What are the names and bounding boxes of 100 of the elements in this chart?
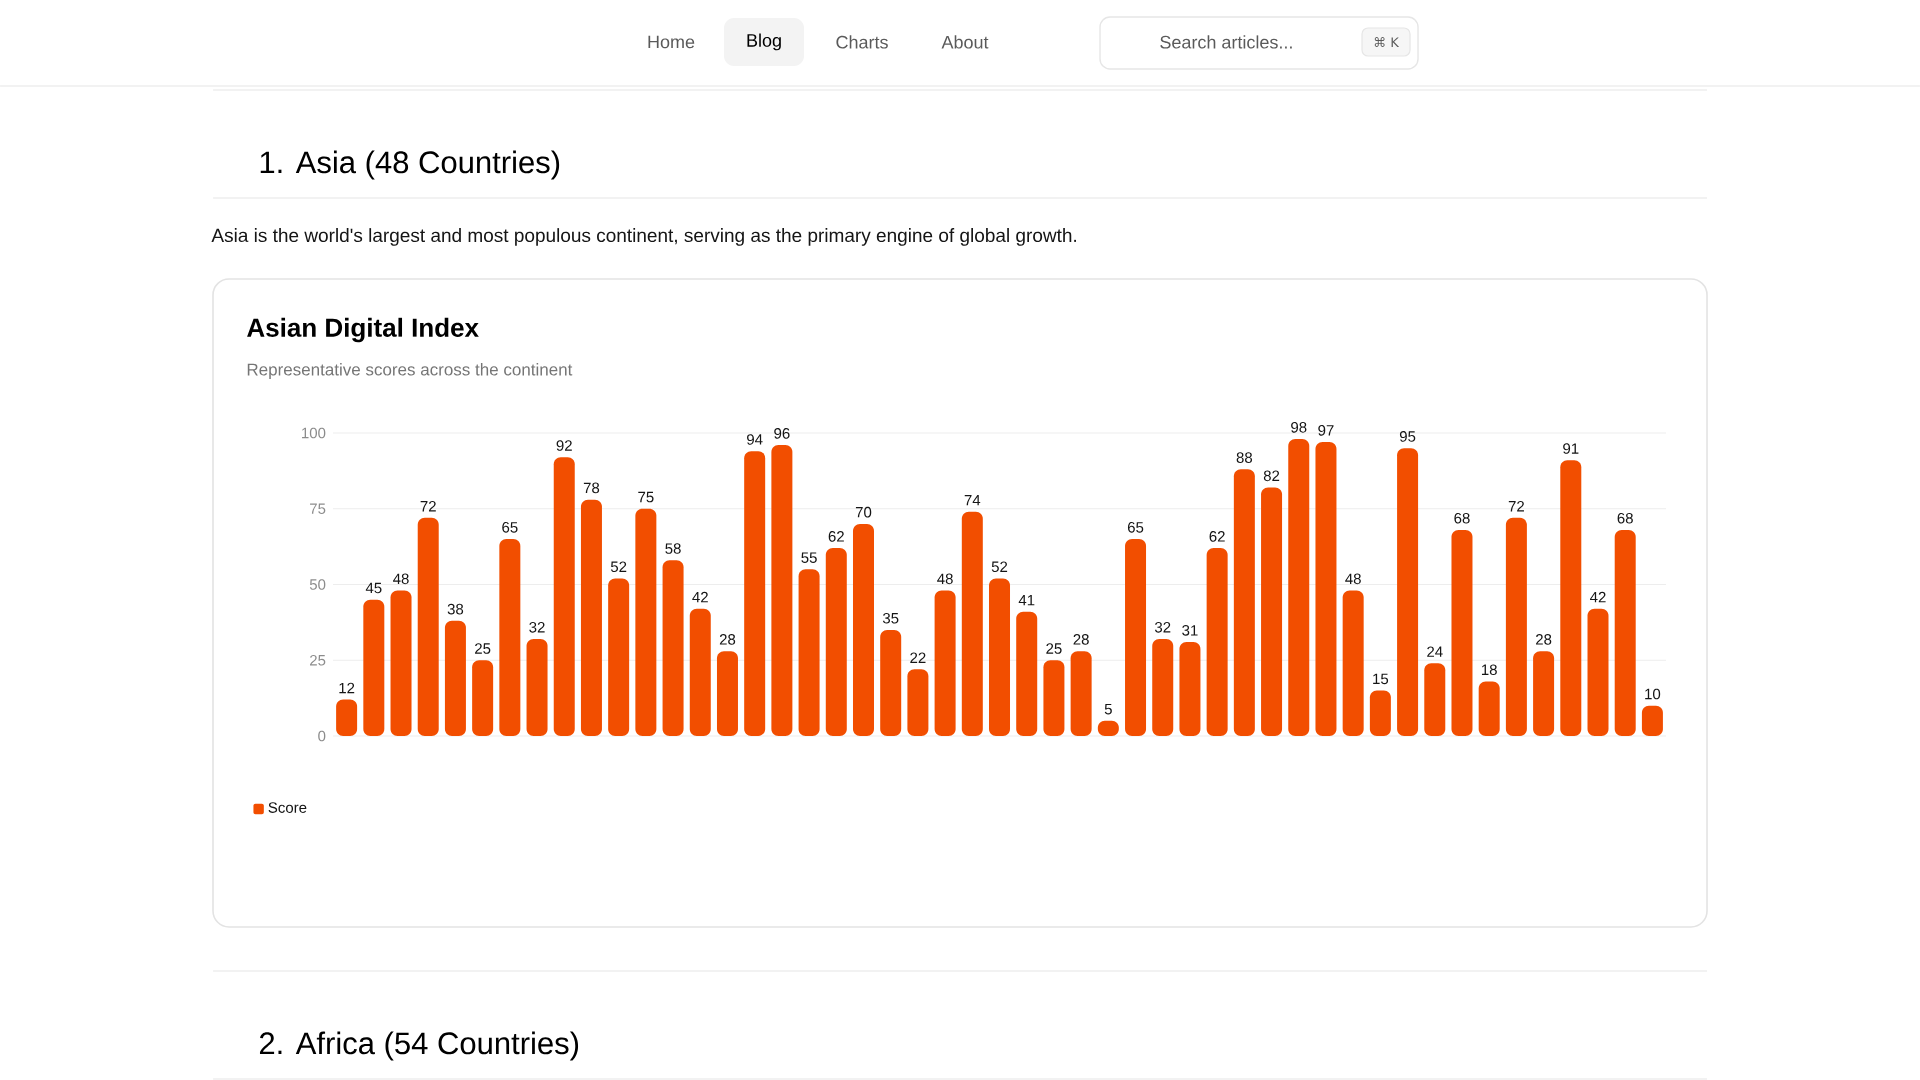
data-label: 24 (1427, 646, 1443, 657)
data-label: 42 (692, 591, 708, 603)
data-label: 18 (1481, 664, 1497, 676)
data-label: 48 (1345, 573, 1361, 585)
bar (825, 548, 847, 736)
text: 1. Asia (48 Countries) (260, 150, 560, 180)
bar (553, 457, 575, 736)
data-label: 74 (964, 495, 981, 506)
bar (744, 451, 766, 736)
data-label: 92 (556, 440, 572, 451)
bar (934, 590, 956, 736)
chart-subtitle: Representative scores across the continent (247, 363, 573, 379)
bar (716, 651, 738, 736)
data-label: 28 (1536, 634, 1552, 645)
bar (1369, 690, 1391, 736)
data-label: 96 (774, 428, 790, 439)
bar (1152, 639, 1174, 736)
bar (1315, 442, 1337, 736)
data-label: 48 (393, 573, 409, 585)
bar (689, 608, 711, 736)
text: Home (648, 35, 695, 49)
bar (1206, 548, 1228, 736)
bar (608, 578, 630, 736)
y-tick-label: 0 (318, 730, 326, 742)
bar (1451, 529, 1473, 736)
bar (499, 539, 521, 736)
data-label: 88 (1236, 452, 1253, 463)
bar (417, 517, 439, 736)
data-label: 78 (583, 482, 600, 494)
bar (444, 620, 466, 736)
legend-label: Score (268, 802, 307, 813)
bar (1342, 590, 1364, 736)
data-label: 70 (855, 506, 872, 518)
y-tick-label: 25 (310, 654, 326, 666)
data-label: 10 (1645, 688, 1661, 700)
data-label: 35 (882, 612, 899, 624)
y-tick-label: 75 (310, 503, 326, 514)
bar (771, 445, 793, 736)
bar (363, 599, 385, 736)
data-label: 41 (1018, 595, 1035, 606)
data-label: 5 (1104, 703, 1112, 715)
data-label: 98 (1291, 422, 1307, 433)
text: ⌘ K (1374, 37, 1400, 47)
bar (1587, 608, 1609, 736)
bar (1125, 539, 1147, 736)
bar (1043, 660, 1065, 736)
data-label: 62 (828, 531, 844, 542)
data-label: 28 (719, 634, 736, 645)
text: About (941, 35, 989, 49)
data-label: 25 (475, 643, 491, 654)
text: Charts (836, 35, 888, 49)
bar (1070, 651, 1092, 736)
text: Blog (747, 33, 781, 51)
bar (1533, 651, 1555, 736)
data-label: 32 (529, 622, 545, 633)
text: Asia is the world's largest and most populous continent, serving as the primary engine of global growth. (211, 228, 1077, 246)
bar (1505, 517, 1527, 736)
data-label: 72 (420, 500, 436, 512)
data-label: 55 (801, 552, 817, 563)
data-label: 52 (991, 561, 1008, 573)
text: Search articles... (1160, 35, 1292, 49)
bar (472, 660, 494, 736)
data-label: 32 (1154, 622, 1171, 633)
data-label: 25 (1046, 643, 1062, 654)
y-tick-label: 50 (309, 579, 326, 590)
data-label: 75 (638, 491, 654, 503)
bar (961, 511, 983, 736)
bar (390, 590, 412, 736)
data-label: 72 (1508, 500, 1524, 512)
bar (580, 499, 602, 736)
bar (1560, 460, 1582, 736)
bar (1478, 681, 1500, 736)
data-label: 12 (339, 682, 355, 694)
data-label: 58 (665, 543, 681, 554)
data-label: 97 (1318, 425, 1334, 436)
chart-title: Asian Digital Index (247, 317, 479, 343)
bar (880, 629, 902, 736)
data-label: 28 (1073, 634, 1089, 645)
bar (1397, 448, 1419, 736)
text: 2. Africa (54 Countries) (259, 1031, 579, 1061)
bar (1261, 487, 1283, 736)
data-label: 15 (1373, 673, 1389, 685)
data-label: 48 (937, 573, 953, 585)
data-label: 52 (610, 561, 627, 573)
data-label: 62 (1209, 531, 1225, 542)
data-label: 42 (1590, 591, 1606, 603)
data-label: 65 (502, 522, 518, 533)
data-label: 82 (1263, 470, 1280, 482)
bar (907, 669, 929, 736)
bar (853, 523, 874, 736)
bar (1233, 469, 1255, 736)
data-label: 95 (1399, 431, 1416, 442)
data-label: 68 (1454, 512, 1470, 524)
bar (1016, 611, 1038, 736)
data-label: 91 (1563, 443, 1579, 454)
bar (989, 578, 1011, 736)
data-label: 22 (910, 652, 926, 663)
data-label: 68 (1617, 512, 1633, 524)
bar (1288, 439, 1310, 736)
bar (798, 569, 820, 736)
